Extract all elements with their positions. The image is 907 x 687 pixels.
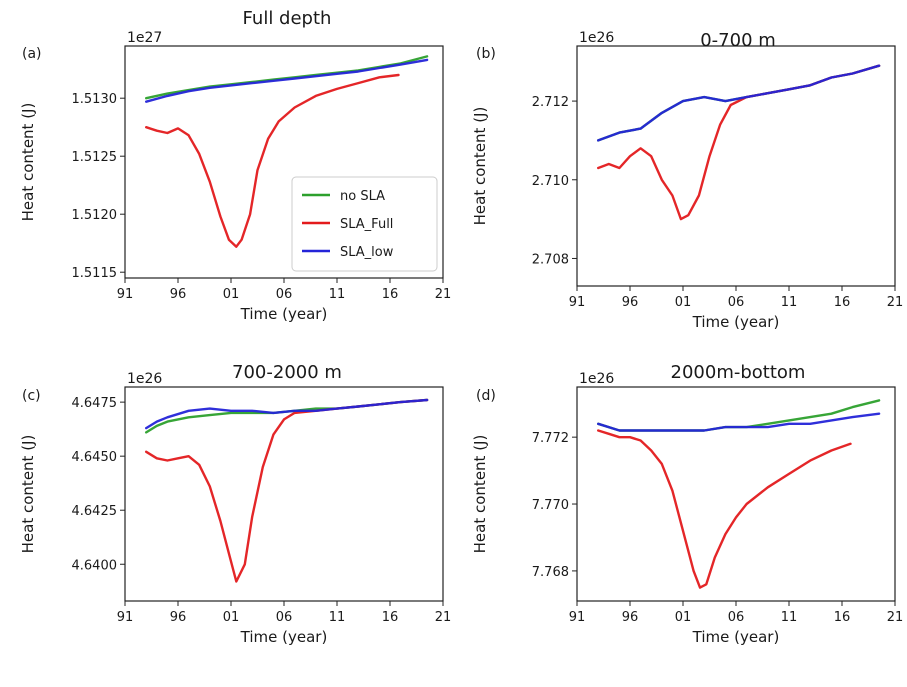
panel-title: 2000m-bottom (671, 362, 806, 383)
panel-c: 91 96 01 06 11 16 21 4.6400 4.6425 4.6450 4.6475 1e… (19, 362, 451, 646)
x-tick-label: 96 (622, 610, 639, 625)
x-tick-label: 06 (728, 610, 745, 625)
y-tick-label: 1.5120 (72, 208, 118, 223)
x-tick-label: 96 (622, 295, 639, 310)
x-tick-label: 91 (117, 610, 134, 625)
y-tick-label: 1.5125 (72, 150, 118, 165)
x-tick-label: 96 (170, 287, 187, 302)
x-axis-label: Time (year) (240, 628, 328, 646)
panel-title: 0-700 m (700, 30, 776, 51)
axis-multiplier: 1e26 (579, 371, 614, 387)
series-line-sla-low (597, 412, 881, 432)
panel-letter: (a) (22, 46, 42, 62)
y-tick-label: 7.768 (532, 565, 569, 580)
panel-b: 91 96 01 06 11 16 21 2.708 2.710 2.712 1e26 Time (y… (471, 30, 903, 331)
x-tick-label: 21 (435, 610, 452, 625)
panel-letter: (c) (22, 388, 41, 404)
x-tick-label: 06 (728, 295, 745, 310)
axis-multiplier: 1e26 (579, 30, 614, 46)
x-tick-label: 11 (781, 295, 798, 310)
series-line-sla-full (144, 398, 429, 583)
series-line-sla-low (144, 58, 429, 103)
x-tick-label: 11 (329, 610, 346, 625)
y-axis-label: Heat content (J) (19, 103, 37, 222)
x-tick-label: 91 (569, 295, 586, 310)
y-tick-label: 2.712 (532, 95, 569, 110)
x-tick-label: 16 (834, 295, 851, 310)
y-tick-label: 4.6475 (72, 396, 118, 411)
x-tick-label: 06 (276, 287, 293, 302)
x-tick-label: 91 (569, 610, 586, 625)
x-tick-label: 21 (887, 295, 904, 310)
x-tick-label: 16 (382, 610, 399, 625)
x-tick-label: 06 (276, 610, 293, 625)
y-tick-label: 7.772 (532, 431, 569, 446)
series-line-sla-full (597, 64, 881, 221)
y-axis-label: Heat content (J) (471, 107, 489, 226)
x-tick-label: 11 (329, 287, 346, 302)
legend-box (291, 176, 438, 272)
x-tick-label: 21 (435, 287, 452, 302)
x-axis-label: Time (year) (692, 628, 780, 646)
y-tick-label: 1.5130 (72, 92, 118, 107)
panel-title: 700-2000 m (232, 362, 342, 383)
x-tick-label: 21 (887, 610, 904, 625)
series-line-sla-low (144, 398, 429, 430)
legend-label: no SLA (340, 189, 385, 204)
legend-label: SLA_low (340, 245, 394, 260)
y-tick-label: 2.708 (532, 252, 569, 267)
series-line-sla-low (597, 64, 881, 142)
panel-a: 91 96 01 06 11 16 21 1.5115 1.5120 1.5125 1.5130 1e… (19, 8, 451, 323)
x-tick-label: 01 (675, 295, 692, 310)
x-tick-label: 11 (781, 610, 798, 625)
y-tick-label: 4.6400 (72, 558, 118, 573)
y-tick-label: 4.6425 (72, 504, 118, 519)
y-tick-label: 2.710 (532, 174, 569, 189)
legend: no SLA SLA_Full SLA_low (291, 176, 438, 272)
y-tick-label: 7.770 (532, 498, 569, 513)
x-tick-label: 01 (675, 610, 692, 625)
x-tick-label: 01 (223, 610, 240, 625)
panel-d: 91 96 01 06 11 16 21 7.768 7.770 7.772 1e26 Time (y… (471, 362, 903, 646)
series-line-sla-full (597, 429, 852, 589)
axis-multiplier: 1e26 (127, 371, 162, 387)
x-tick-label: 96 (170, 610, 187, 625)
y-tick-label: 1.5115 (72, 266, 118, 281)
panel-letter: (d) (476, 388, 496, 404)
y-axis-label: Heat content (J) (19, 435, 37, 554)
x-tick-label: 91 (117, 287, 134, 302)
axis-multiplier: 1e27 (127, 30, 162, 46)
legend-label: SLA_Full (340, 217, 393, 232)
panel-title: Full depth (243, 8, 332, 29)
x-tick-label: 16 (382, 287, 399, 302)
panel-letter: (b) (476, 46, 496, 62)
plot-frame (576, 45, 896, 287)
series-line-sla-full (144, 73, 400, 248)
x-axis-label: Time (year) (692, 313, 780, 331)
y-tick-label: 4.6450 (72, 450, 118, 465)
x-tick-label: 01 (223, 287, 240, 302)
x-tick-label: 16 (834, 610, 851, 625)
x-axis-label: Time (year) (240, 305, 328, 323)
y-axis-label: Heat content (J) (471, 435, 489, 554)
